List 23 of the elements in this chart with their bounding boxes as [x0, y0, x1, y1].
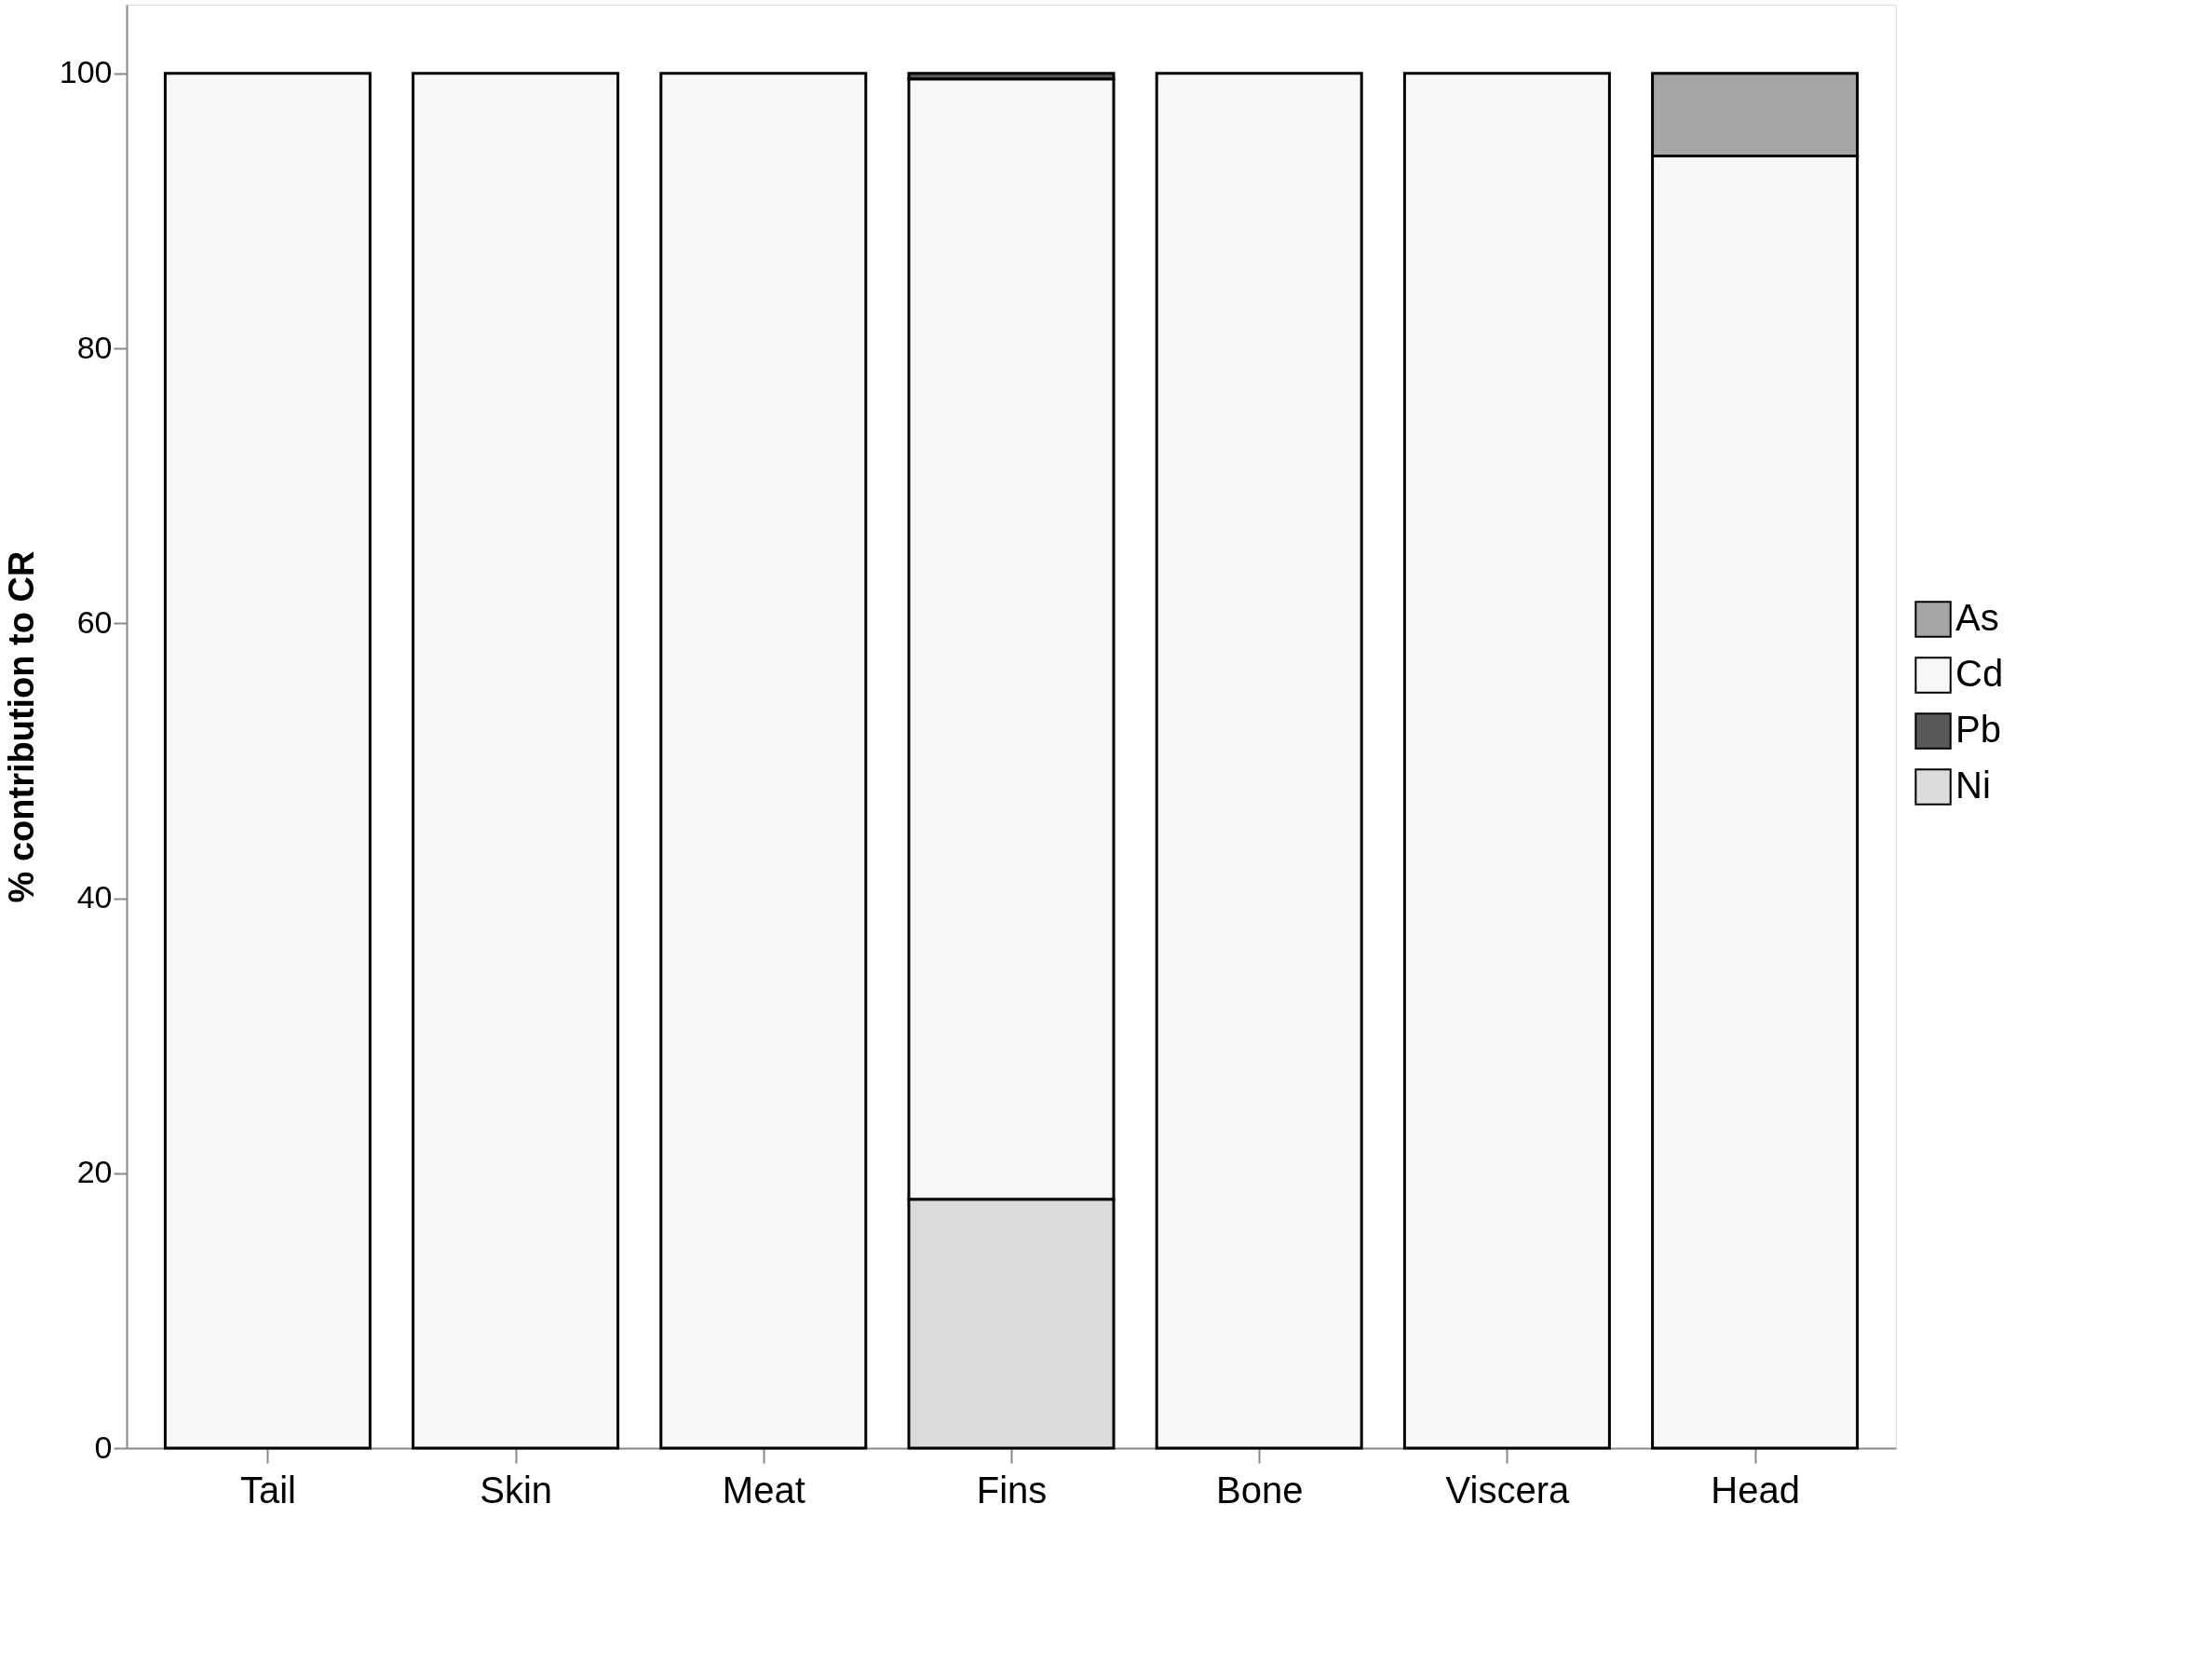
y-tick-label: 40: [76, 879, 113, 915]
x-tick-label: Viscera: [1445, 1469, 1570, 1511]
x-tick-label: Fins: [976, 1469, 1048, 1511]
y-tick-label: 60: [76, 603, 113, 640]
y-tick-label: 0: [94, 1429, 113, 1465]
legend-label: Cd: [1955, 653, 2004, 694]
bar: [163, 72, 372, 1450]
y-tick-label: 80: [76, 329, 113, 365]
x-tick-label: Meat: [722, 1469, 805, 1511]
bar: [412, 72, 620, 1450]
y-tick-label: 100: [59, 54, 113, 90]
y-axis-title: % contribution to CR: [1, 550, 41, 903]
x-tick-label: Bone: [1215, 1469, 1304, 1511]
x-tick-label: Skin: [480, 1469, 553, 1511]
bar: [659, 72, 868, 1450]
x-tick-label: Head: [1711, 1469, 1800, 1511]
legend-label: Ni: [1955, 765, 1991, 806]
bar: [1155, 72, 1363, 1450]
legend-label: As: [1955, 597, 1999, 638]
legend-label: Pb: [1955, 709, 2001, 750]
x-tick-label: Tail: [239, 1469, 296, 1511]
bar: [1402, 72, 1611, 1450]
y-tick-label: 20: [76, 1154, 113, 1190]
